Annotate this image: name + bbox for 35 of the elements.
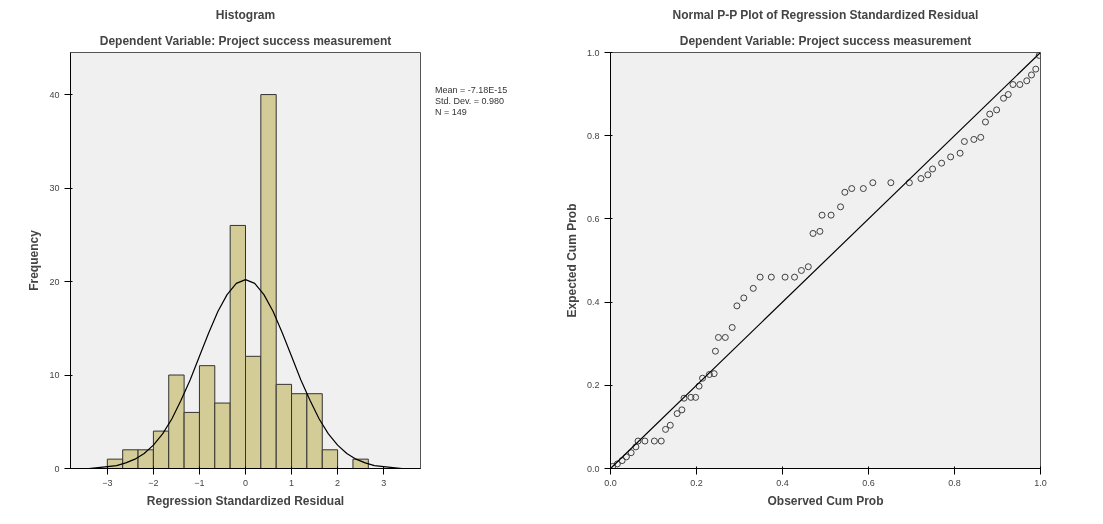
y-tick-label: 0.0 <box>586 463 600 474</box>
x-tick-label: 1.0 <box>1034 477 1047 488</box>
y-tick-label: 0 <box>54 463 60 474</box>
text: N = 149 <box>435 107 467 117</box>
x-tick-label: 0.2 <box>690 477 703 488</box>
x-tick-label: 3 <box>381 477 387 488</box>
y-tick-label: 0.6 <box>586 213 600 224</box>
y-tick-label: 1.0 <box>586 47 600 58</box>
x-tick-label: −2 <box>148 477 159 488</box>
text: Mean = -7.18E-15 <box>435 85 508 95</box>
y-tick-label: 30 <box>49 183 60 194</box>
x-axis-title: Observed Cum Prob <box>767 493 884 508</box>
x-tick-label: 0.8 <box>948 477 961 488</box>
x-tick-label: 0 <box>243 477 249 488</box>
x-tick-label: −3 <box>102 477 113 488</box>
x-tick-label: 2 <box>335 477 341 488</box>
chart-subtitle: Dependent Variable: Project success measurement <box>679 33 972 48</box>
x-tick-label: 1 <box>289 477 295 488</box>
y-tick-label: 40 <box>49 89 60 100</box>
chart-title: Histogram <box>215 7 276 22</box>
x-tick-label: 0.6 <box>862 477 875 488</box>
y-tick-label: 20 <box>49 276 60 287</box>
x-axis-title: Regression Standardized Residual <box>146 493 345 508</box>
y-tick-label: 0.4 <box>586 297 600 308</box>
x-tick-label: 0.0 <box>604 477 617 488</box>
x-tick-label: −1 <box>194 477 205 488</box>
y-axis-title: Expected Cum Prob <box>564 203 579 318</box>
y-tick-label: 10 <box>49 370 60 381</box>
y-tick-label: 0.8 <box>586 130 600 141</box>
y-axis-title: Frequency <box>27 229 42 291</box>
chart-title: Normal P-P Plot of Regression Standardized Residual <box>672 7 979 22</box>
text: Std. Dev. = 0.980 <box>435 96 505 106</box>
y-tick-label: 0.2 <box>586 380 600 391</box>
x-tick-label: 0.4 <box>776 477 789 488</box>
chart-subtitle: Dependent Variable: Project success measurement <box>99 33 392 48</box>
